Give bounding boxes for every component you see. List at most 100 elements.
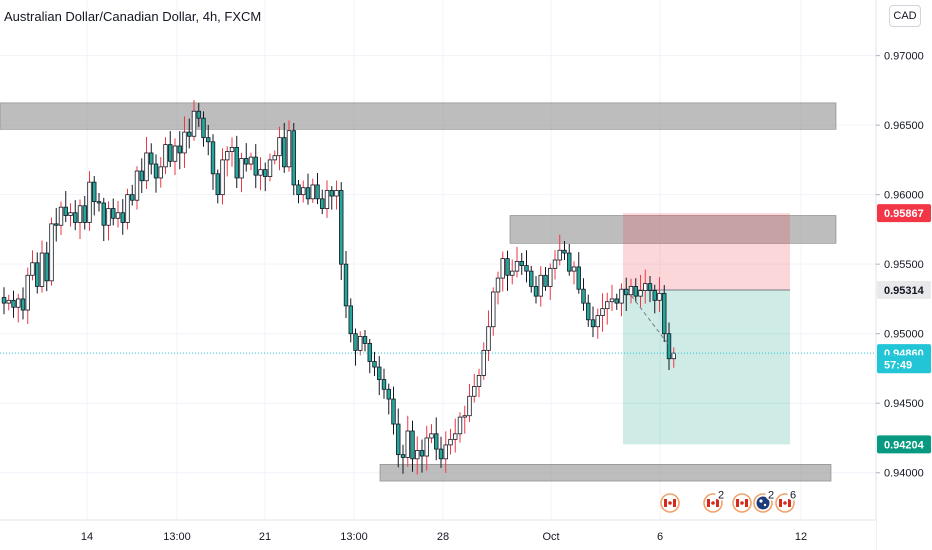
time-tick-label: 28	[437, 531, 449, 543]
candle-body	[510, 270, 515, 276]
short-position-tool[interactable]	[623, 213, 790, 445]
candle	[87, 171, 92, 231]
price-tick-label: 0.95000	[884, 329, 924, 341]
candle	[391, 386, 396, 435]
candle	[381, 368, 387, 399]
candle-body	[647, 283, 653, 291]
time-axis[interactable]: 14 13:00 21 13:00 28 Oct 6 12	[0, 519, 876, 550]
badge-count-bg	[765, 489, 777, 501]
price-tick-label: 0.95500	[884, 259, 924, 271]
candle	[495, 271, 501, 305]
candle	[234, 135, 239, 189]
flag-band	[736, 499, 739, 507]
candle-body	[628, 286, 634, 296]
countdown-tag: 57:49	[877, 355, 931, 374]
candle-body	[54, 223, 59, 226]
candle-body	[82, 205, 87, 223]
candle	[225, 146, 230, 177]
chart-title: Australian Dollar/Canadian Dollar, 4h, F…	[4, 9, 262, 24]
candle	[125, 188, 130, 230]
candle-body	[453, 433, 458, 440]
candle-body	[44, 252, 49, 282]
candle	[82, 196, 87, 230]
flag-band	[673, 499, 676, 507]
candle	[144, 136, 149, 189]
time-tick-label: 13:00	[340, 531, 368, 543]
price-tag-bg	[877, 355, 931, 374]
candle-body	[215, 173, 220, 196]
candle-body	[30, 262, 35, 276]
candle	[476, 368, 482, 398]
price-tick-label: 0.96000	[884, 190, 924, 202]
price-axis[interactable]: 0.97000 0.96500 0.96000 0.95500 0.95000 0.945…	[875, 0, 932, 550]
candle-body	[25, 274, 30, 311]
candle-body	[586, 302, 591, 321]
candle-body	[272, 155, 277, 161]
candle-body	[286, 130, 292, 168]
candle	[586, 294, 591, 327]
candle-body	[348, 305, 353, 335]
candle	[633, 278, 638, 303]
candle	[491, 287, 496, 336]
candle	[177, 131, 182, 170]
candle-body	[191, 110, 197, 137]
flag-band	[707, 499, 710, 507]
candle-series	[1, 100, 676, 475]
candle-body	[548, 267, 553, 287]
candle-body	[253, 156, 258, 176]
candle	[415, 436, 420, 475]
candle-body	[343, 263, 349, 307]
candle	[396, 408, 401, 468]
overlay-layer	[0, 289, 876, 354]
candle	[49, 217, 54, 286]
candle-body	[638, 290, 643, 297]
candle	[524, 250, 529, 283]
candle-body	[410, 430, 415, 460]
candle-body	[576, 266, 581, 290]
candle	[253, 144, 258, 189]
candle-body	[267, 159, 273, 177]
candle	[647, 276, 653, 303]
candle-body	[500, 258, 505, 279]
candle	[652, 284, 657, 314]
projection-line	[626, 289, 671, 347]
candle-body	[571, 266, 577, 272]
candle-body	[144, 152, 149, 182]
event-badges[interactable]: 2 2 6	[660, 489, 799, 513]
time-tick-label: 6	[657, 531, 663, 543]
price-tag: 0.94204	[877, 435, 931, 454]
candle-body	[662, 292, 667, 335]
badge-count-bg	[787, 489, 799, 501]
candle-body	[524, 265, 529, 272]
candle	[329, 186, 334, 210]
time-tick-label: 12	[795, 531, 807, 543]
candle-body	[581, 288, 586, 304]
candle	[434, 417, 439, 461]
candle-body	[467, 395, 472, 417]
candle	[443, 431, 448, 473]
candle	[581, 278, 586, 311]
chart-grid	[0, 0, 876, 520]
candle	[1, 287, 7, 315]
candle-body	[595, 315, 600, 328]
candle-body	[372, 361, 377, 368]
currency-button[interactable]: CAD	[889, 5, 921, 27]
candle	[514, 246, 520, 278]
candle	[362, 329, 368, 352]
candle-body	[519, 260, 524, 266]
candle	[424, 425, 429, 471]
candle	[519, 252, 524, 275]
candle-body	[590, 319, 596, 328]
candle	[54, 207, 59, 242]
candle	[609, 284, 615, 312]
candle	[111, 198, 116, 226]
candle	[6, 294, 11, 311]
candle	[115, 201, 121, 228]
candle	[486, 310, 491, 361]
candle-body	[320, 198, 325, 209]
candle-body	[39, 252, 45, 287]
candle	[367, 338, 372, 374]
candle	[244, 143, 249, 172]
candle	[35, 252, 40, 294]
